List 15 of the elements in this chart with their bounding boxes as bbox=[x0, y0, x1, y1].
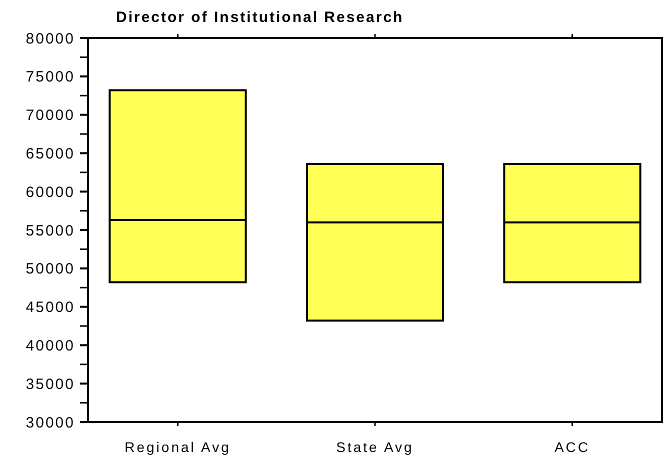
x-tick-label: ACC bbox=[554, 439, 590, 455]
y-tick-label: 75000 bbox=[26, 68, 75, 86]
y-tick-label: 35000 bbox=[26, 376, 75, 393]
y-tick-label: 70000 bbox=[26, 107, 75, 124]
x-tick-label: Regional Avg bbox=[124, 439, 231, 455]
y-tick-label: 30000 bbox=[26, 414, 75, 432]
chart-title: Director of Institutional Research bbox=[116, 9, 404, 26]
y-tick-label: 40000 bbox=[26, 337, 75, 354]
y-tick-label: 65000 bbox=[26, 145, 75, 162]
x-tick-label: State Avg bbox=[336, 439, 414, 455]
y-tick-label: 55000 bbox=[26, 222, 75, 240]
y-tick-label: 50000 bbox=[26, 260, 75, 278]
y-tick-label: 45000 bbox=[26, 299, 75, 316]
y-tick-label: 60000 bbox=[26, 184, 75, 201]
y-tick-label: 80000 bbox=[26, 30, 75, 48]
